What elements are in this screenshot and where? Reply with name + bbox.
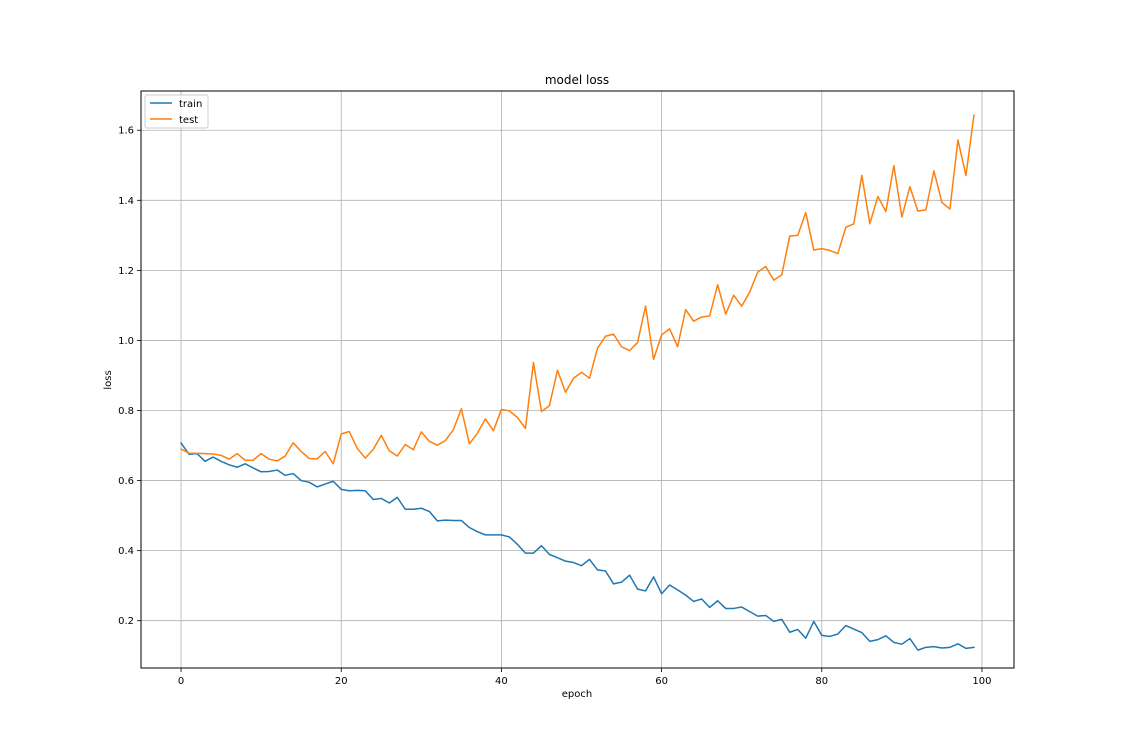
x-axis-label: epoch: [562, 689, 592, 700]
legend: train test: [144, 94, 209, 129]
series-layer: [180, 114, 975, 651]
y-axis-label: loss: [103, 370, 114, 389]
y-tick-label: 1.0: [118, 336, 134, 347]
y-tick-label: 1.6: [118, 126, 134, 137]
y-tick-label: 1.4: [118, 196, 134, 207]
ticks: 0 20 40 60 80 100 0.2 0.4 0.6 0.8 1.0 1.2 1.4 1.6: [118, 126, 991, 687]
x-tick-label: 0: [178, 676, 184, 687]
x-tick-label: 100: [972, 676, 991, 687]
x-tick-label: 80: [815, 676, 828, 687]
chart-title: model loss: [545, 73, 609, 87]
x-tick-label: 60: [655, 676, 668, 687]
y-tick-label: 0.6: [118, 476, 134, 487]
y-tick-label: 0.2: [118, 616, 134, 627]
y-tick-label: 0.4: [118, 546, 134, 557]
series-line-test: [180, 114, 975, 465]
grid: [141, 91, 1014, 668]
legend-label-test: test: [179, 115, 198, 126]
y-tick-label: 1.2: [118, 266, 134, 277]
legend-label-train: train: [179, 99, 202, 110]
series-line-train: [180, 442, 975, 651]
x-tick-label: 20: [335, 676, 348, 687]
x-tick-label: 40: [495, 676, 508, 687]
axes-frame: [140, 90, 1015, 669]
y-tick-label: 0.8: [118, 406, 134, 417]
